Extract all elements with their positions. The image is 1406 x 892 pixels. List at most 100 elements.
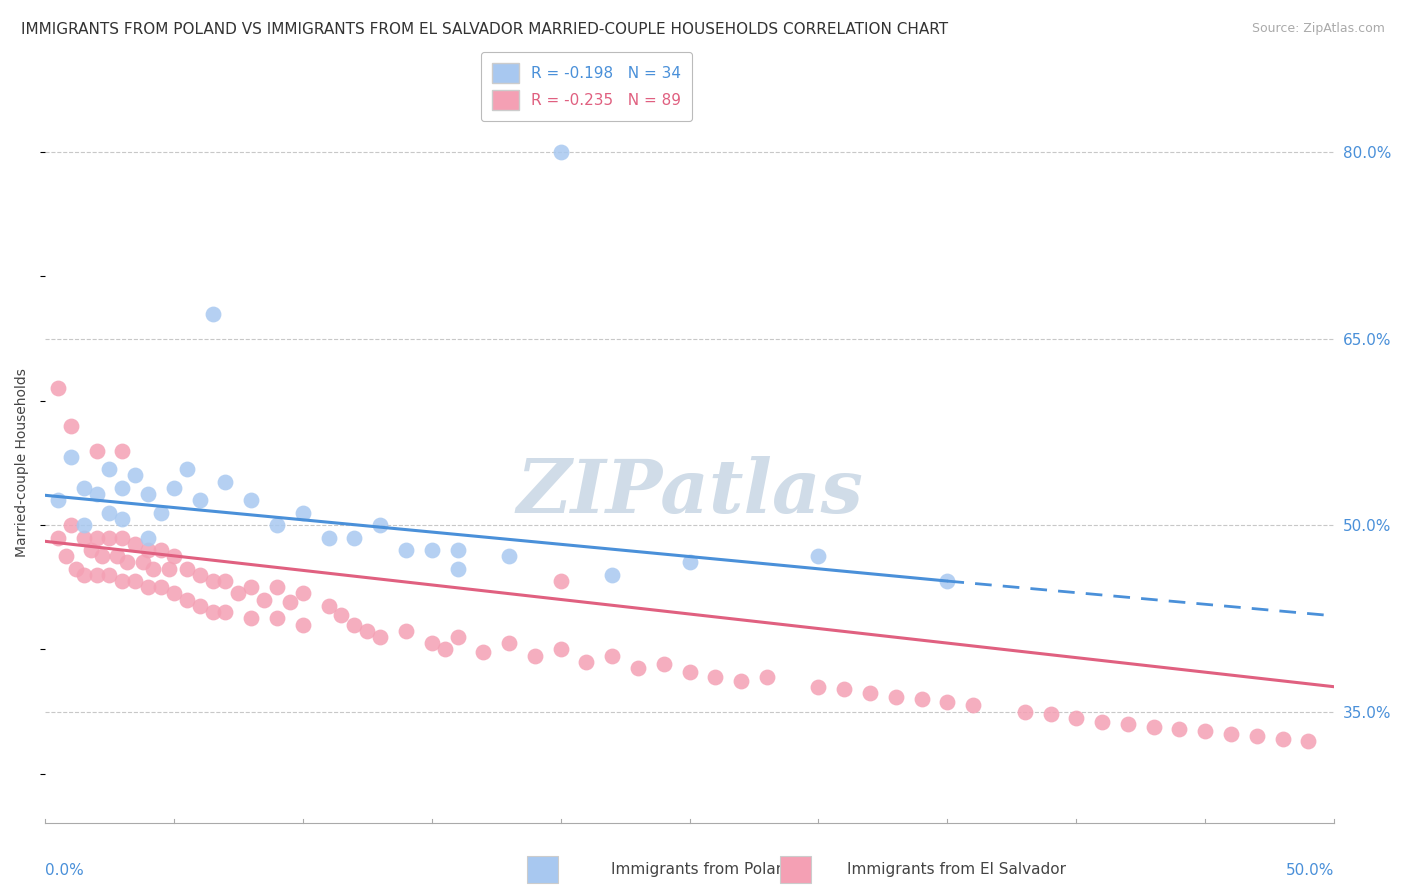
Point: [550, 642, 572, 657]
Point: [150, 506, 173, 520]
Point: [132, 556, 155, 570]
Point: [575, 655, 598, 669]
Point: [884, 690, 907, 704]
Point: [253, 592, 276, 607]
Text: Immigrants from Poland: Immigrants from Poland: [612, 863, 794, 877]
Point: [142, 561, 165, 575]
Point: [550, 145, 572, 160]
Point: [111, 531, 134, 545]
Y-axis label: Married-couple Households: Married-couple Households: [15, 368, 30, 558]
Point: [330, 607, 353, 622]
Point: [201, 307, 224, 321]
Point: [278, 595, 301, 609]
Point: [157, 561, 180, 575]
Point: [1168, 722, 1191, 736]
Point: [136, 531, 159, 545]
Point: [600, 567, 623, 582]
Point: [291, 586, 314, 600]
Point: [111, 512, 134, 526]
Point: [86, 487, 108, 501]
Point: [704, 670, 727, 684]
Point: [98, 462, 121, 476]
Point: [807, 680, 830, 694]
Text: Immigrants from El Salvador: Immigrants from El Salvador: [846, 863, 1066, 877]
Point: [214, 574, 236, 588]
Point: [124, 574, 146, 588]
Point: [105, 549, 128, 564]
Point: [59, 518, 82, 533]
Point: [176, 561, 198, 575]
Point: [188, 567, 211, 582]
Point: [240, 493, 263, 508]
Point: [266, 518, 288, 533]
Point: [343, 617, 366, 632]
Point: [1246, 730, 1268, 744]
Point: [368, 518, 391, 533]
Point: [46, 531, 69, 545]
Point: [240, 611, 263, 625]
Point: [755, 670, 778, 684]
Point: [1116, 717, 1139, 731]
Point: [550, 574, 572, 588]
Point: [446, 561, 468, 575]
Point: [433, 642, 456, 657]
Point: [291, 617, 314, 632]
Point: [356, 624, 378, 638]
Point: [1194, 724, 1216, 739]
Text: Source: ZipAtlas.com: Source: ZipAtlas.com: [1251, 22, 1385, 36]
Point: [446, 630, 468, 644]
Point: [291, 506, 314, 520]
Point: [318, 599, 340, 613]
Point: [1298, 734, 1320, 748]
Point: [1271, 731, 1294, 746]
Point: [150, 580, 173, 594]
Point: [395, 624, 418, 638]
Point: [1066, 711, 1088, 725]
Point: [86, 567, 108, 582]
Point: [136, 543, 159, 558]
Point: [111, 574, 134, 588]
Point: [936, 574, 959, 588]
Point: [46, 381, 69, 395]
Point: [124, 537, 146, 551]
Point: [266, 580, 288, 594]
Point: [163, 549, 186, 564]
Point: [1220, 727, 1243, 741]
Point: [214, 605, 236, 619]
Point: [420, 636, 443, 650]
Point: [124, 468, 146, 483]
Point: [188, 493, 211, 508]
Point: [266, 611, 288, 625]
Text: IMMIGRANTS FROM POLAND VS IMMIGRANTS FROM EL SALVADOR MARRIED-COUPLE HOUSEHOLDS : IMMIGRANTS FROM POLAND VS IMMIGRANTS FRO…: [21, 22, 948, 37]
Point: [395, 543, 418, 558]
Point: [46, 493, 69, 508]
Point: [318, 531, 340, 545]
Point: [1143, 719, 1166, 733]
Point: [98, 531, 121, 545]
Point: [111, 443, 134, 458]
Point: [163, 481, 186, 495]
Point: [446, 543, 468, 558]
Point: [627, 661, 650, 675]
Point: [678, 556, 700, 570]
Point: [343, 531, 366, 545]
Point: [65, 561, 87, 575]
Point: [1039, 707, 1062, 722]
Point: [1091, 714, 1114, 729]
Point: [176, 462, 198, 476]
Point: [163, 586, 186, 600]
Point: [472, 645, 495, 659]
Point: [1014, 705, 1036, 719]
Point: [176, 592, 198, 607]
Point: [72, 531, 94, 545]
Point: [936, 695, 959, 709]
Point: [652, 657, 675, 672]
Point: [228, 586, 250, 600]
Point: [80, 543, 103, 558]
Point: [420, 543, 443, 558]
Point: [832, 682, 855, 697]
Point: [807, 549, 830, 564]
Point: [55, 549, 77, 564]
Point: [962, 698, 984, 713]
Point: [859, 686, 882, 700]
